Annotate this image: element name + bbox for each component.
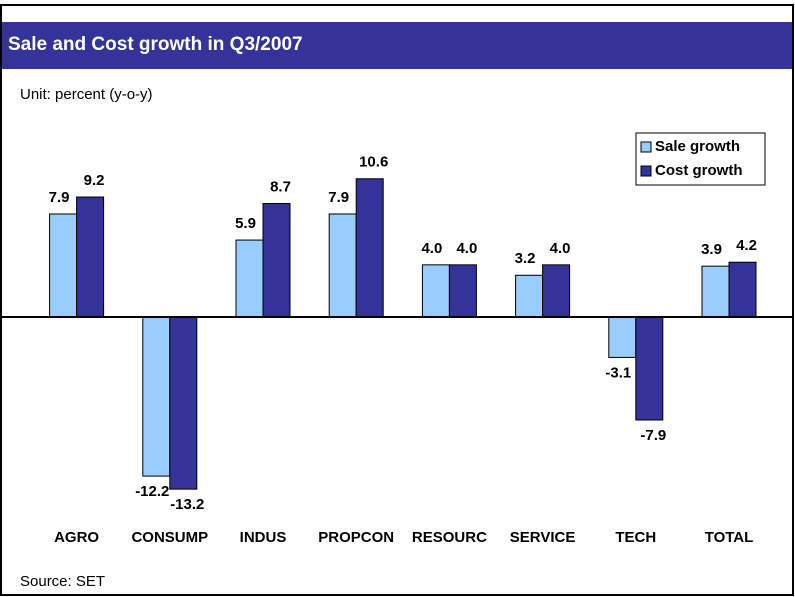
bar — [728, 261, 757, 318]
x-tick-label: RESOURC — [412, 529, 487, 546]
x-tick-label: INDUS — [240, 529, 287, 546]
bar — [169, 316, 198, 490]
value-label: 4.0 — [550, 240, 571, 257]
bar — [608, 316, 637, 358]
bar — [328, 213, 357, 318]
value-label: 7.9 — [328, 189, 349, 206]
value-label: 8.7 — [270, 179, 291, 196]
bar — [235, 239, 264, 318]
bar — [448, 264, 477, 318]
value-label: 10.6 — [359, 154, 388, 171]
bar — [142, 316, 171, 477]
value-label: -7.9 — [640, 427, 666, 444]
legend-label: Sale growth — [655, 138, 740, 155]
value-label: 3.9 — [701, 241, 722, 258]
value-label: -13.2 — [170, 496, 204, 513]
legend — [635, 132, 766, 186]
value-label: 7.9 — [49, 189, 70, 206]
x-tick-label: PROPCON — [318, 529, 394, 546]
x-tick-label: TOTAL — [705, 529, 754, 546]
legend-swatch — [640, 141, 652, 153]
bar — [49, 213, 78, 318]
bar — [542, 264, 571, 318]
source: Source: SET — [20, 573, 105, 590]
bar — [421, 264, 450, 318]
value-label: 4.0 — [421, 240, 442, 257]
value-label: 4.0 — [456, 240, 477, 257]
bar — [515, 274, 544, 318]
chart-title: Sale and Cost growth in Q3/2007 — [8, 34, 303, 55]
title-bar — [2, 22, 792, 69]
x-tick-label: CONSUMP — [131, 529, 208, 546]
value-label: -12.2 — [135, 483, 169, 500]
x-tick-label: AGRO — [54, 529, 99, 546]
value-label: 5.9 — [235, 215, 256, 232]
legend-label: Cost growth — [655, 162, 743, 179]
bar — [262, 203, 291, 318]
frame — [0, 4, 794, 596]
value-label: 3.2 — [515, 250, 536, 267]
subtitle: Unit: percent (y-o-y) — [20, 86, 153, 103]
x-tick-label: TECH — [615, 529, 656, 546]
bar — [76, 196, 105, 318]
value-label: 9.2 — [84, 172, 105, 189]
bar — [635, 316, 664, 421]
legend-swatch — [640, 165, 652, 177]
value-label: -3.1 — [605, 364, 631, 381]
x-tick-label: SERVICE — [510, 529, 576, 546]
bar — [355, 178, 384, 318]
bar — [701, 265, 730, 318]
value-label: 4.2 — [736, 237, 757, 254]
